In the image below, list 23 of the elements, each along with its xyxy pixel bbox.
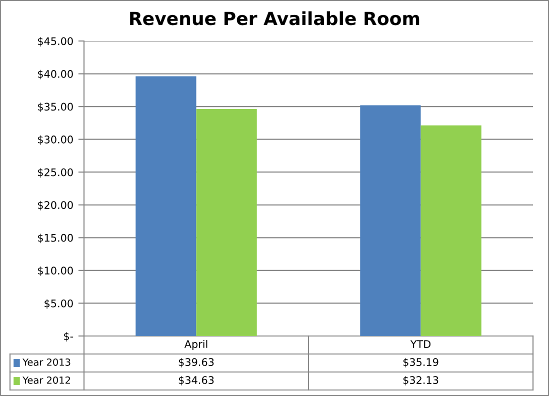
y-tick-label: $45.00: [38, 37, 73, 46]
y-tick-label: $40.00: [38, 70, 73, 80]
legend-label: Year 2012: [22, 376, 70, 384]
y-tick-label: $10.00: [38, 266, 73, 276]
data-label: $32.13: [403, 376, 438, 386]
bar: [196, 108, 257, 336]
y-tick-label: $-: [64, 332, 74, 342]
x-tick-label: YTD: [410, 340, 431, 348]
legend-label: Year 2013: [22, 358, 70, 366]
data-label: $39.63: [178, 358, 214, 368]
bar: [136, 76, 196, 336]
y-tick-label: $25.00: [38, 168, 73, 178]
bar: [360, 105, 421, 336]
x-tick-label: April: [184, 340, 208, 350]
data-label: $35.19: [403, 358, 438, 368]
y-tick-label: $30.00: [38, 135, 73, 145]
chart-title: Revenue Per Available Room: [130, 11, 420, 26]
y-tick-label: $35.00: [38, 102, 73, 112]
y-tick-label: $5.00: [44, 299, 73, 309]
y-tick-label: $15.00: [38, 234, 73, 244]
bar: [420, 125, 482, 336]
data-label: $34.63: [178, 376, 214, 386]
y-tick-label: $20.00: [38, 200, 73, 210]
